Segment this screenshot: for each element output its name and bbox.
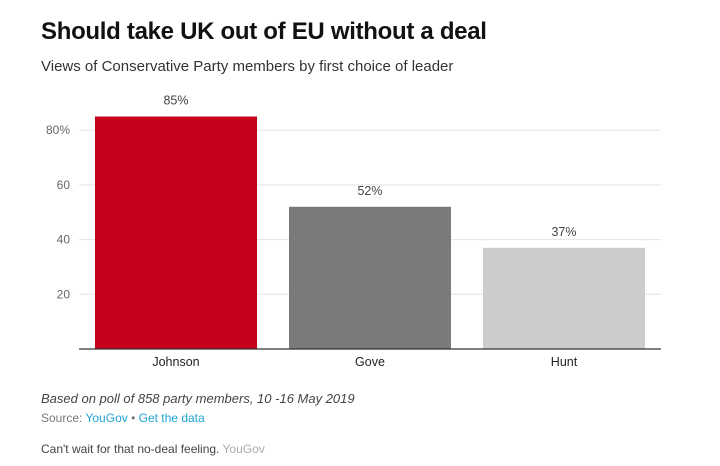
data-label: 85% <box>163 94 188 108</box>
x-category-label: Gove <box>355 355 385 369</box>
footnote: Based on poll of 858 party members, 10 -… <box>41 391 355 406</box>
get-data-link[interactable]: Get the data <box>138 411 205 425</box>
caption-text: Can't wait for that no-deal feeling. <box>41 442 220 456</box>
y-tick-label: 20 <box>57 287 71 301</box>
x-category-label: Hunt <box>551 355 578 369</box>
y-tick-label: 60 <box>57 178 71 192</box>
source-prefix: Source: <box>41 411 86 425</box>
bar-chart: 20 40 60 80% 85% Johnson 52% Gove 37% Hunt <box>46 94 661 369</box>
bar-gove <box>289 206 451 349</box>
bar-johnson <box>95 116 257 350</box>
bars <box>95 116 645 350</box>
source-link[interactable]: YouGov <box>85 411 128 425</box>
source-separator: • <box>127 411 139 425</box>
source-line: Source: YouGov • Get the data <box>41 411 205 425</box>
caption-credit: YouGov <box>222 442 265 456</box>
data-label: 52% <box>357 184 382 198</box>
x-category-label: Johnson <box>152 355 199 369</box>
y-tick-label: 40 <box>57 233 71 247</box>
data-label: 37% <box>551 225 576 239</box>
y-tick-label: 80% <box>46 123 70 137</box>
labels: 20 40 60 80% 85% Johnson 52% Gove 37% Hunt <box>46 94 578 369</box>
caption: Can't wait for that no-deal feeling. You… <box>41 442 265 456</box>
chart-subtitle: Views of Conservative Party members by f… <box>41 58 454 75</box>
chart-title: Should take UK out of EU without a deal <box>41 18 487 45</box>
bar-hunt <box>483 247 645 349</box>
